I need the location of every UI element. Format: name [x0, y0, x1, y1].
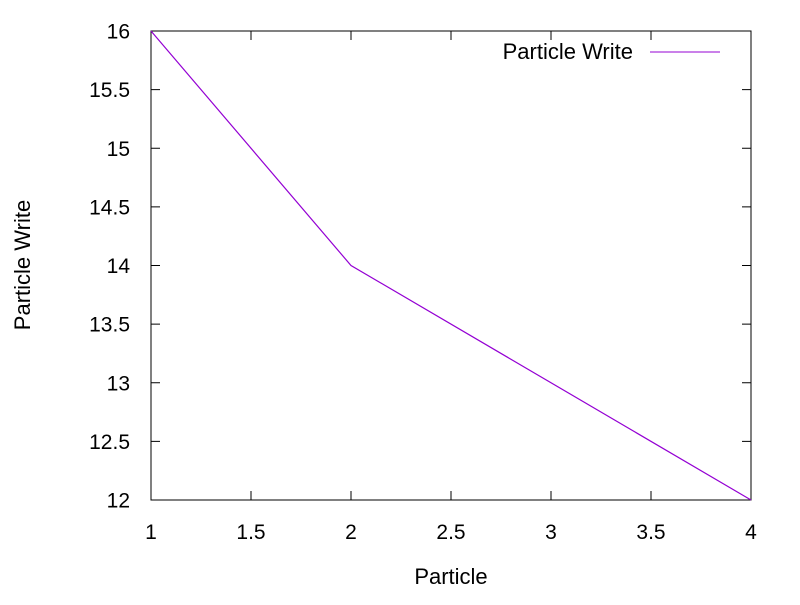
x-tick-label: 1	[145, 521, 157, 544]
x-tick-label: 2.5	[436, 521, 465, 544]
legend-label: Particle Write	[503, 39, 633, 64]
y-tick-label: 13.5	[89, 314, 130, 337]
x-tick-label: 1.5	[236, 521, 265, 544]
y-axis-title: Particle Write	[10, 200, 35, 330]
x-tick-label: 4	[745, 521, 757, 544]
series-line	[150, 30, 752, 501]
ticks-layer	[150, 30, 752, 501]
legend: Particle Write	[503, 39, 720, 64]
y-tick-label: 16	[107, 21, 130, 44]
y-tick-label: 15.5	[89, 79, 130, 102]
x-tick-label: 3.5	[636, 521, 665, 544]
y-tick-label: 12.5	[89, 431, 130, 454]
y-tick-label: 14.5	[89, 196, 130, 219]
x-tick-label: 3	[545, 521, 557, 544]
x-axis-title: Particle	[414, 564, 487, 589]
y-tick-label: 15	[107, 138, 130, 161]
series-layer	[150, 30, 752, 501]
plot-frame	[150, 30, 752, 501]
x-tick-label: 2	[345, 521, 357, 544]
y-tick-label: 12	[107, 490, 130, 513]
y-tick-label: 14	[107, 255, 131, 278]
tick-labels-layer: 1 1.5 2 2.5 3 3.5 4 12 12.5 13 13.5 14 14.5 15 15.5 16	[89, 21, 757, 545]
y-tick-label: 13	[107, 372, 130, 395]
